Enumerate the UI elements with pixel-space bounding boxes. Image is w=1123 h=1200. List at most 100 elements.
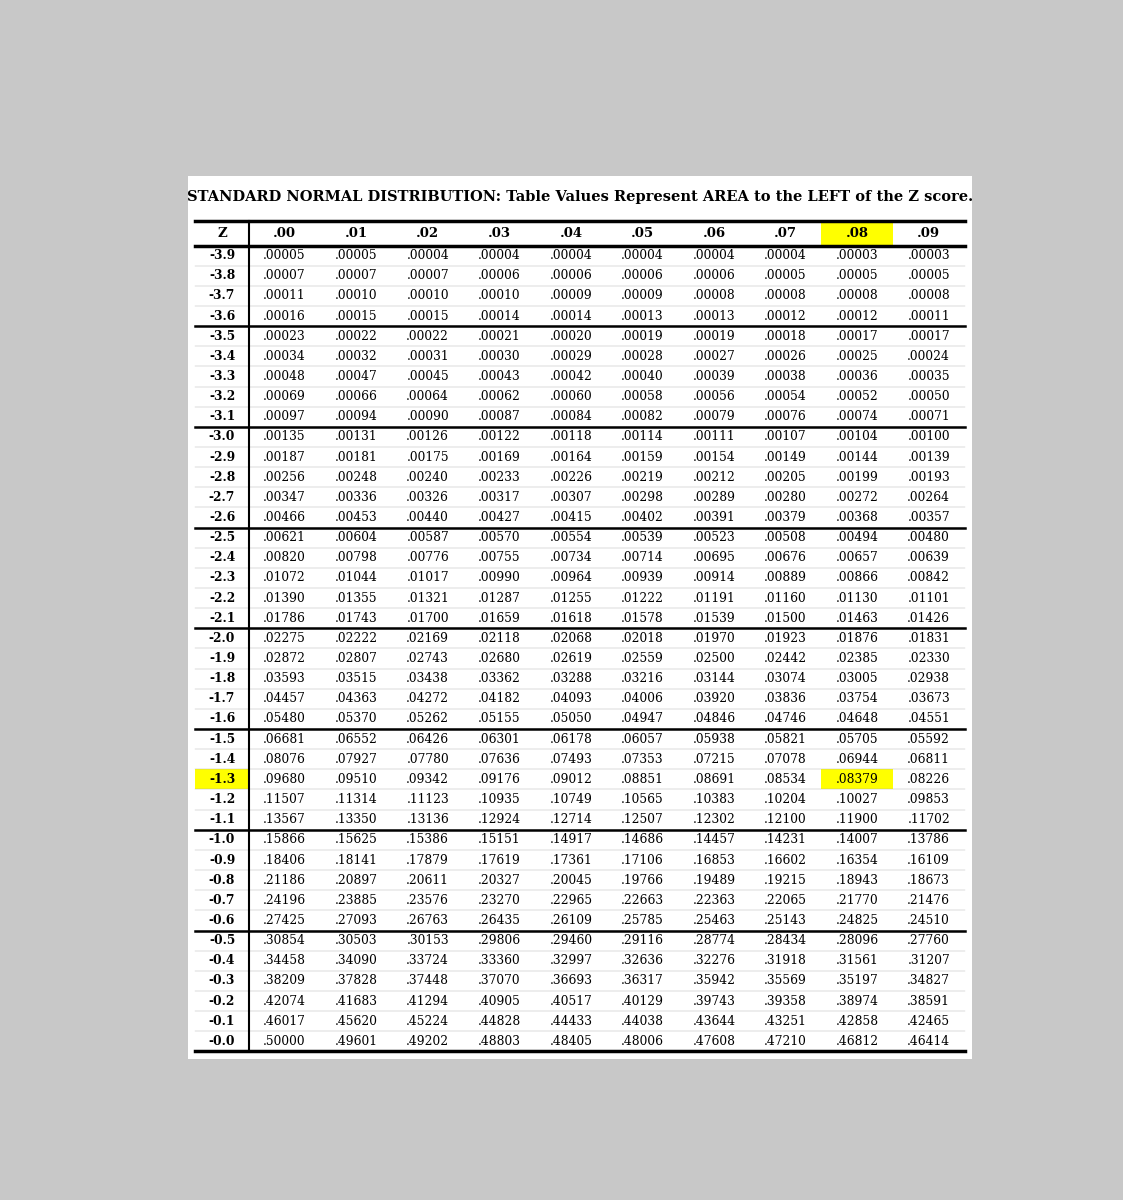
Text: .02222: .02222 bbox=[335, 632, 377, 644]
Text: -3.8: -3.8 bbox=[209, 269, 235, 282]
Text: .01426: .01426 bbox=[907, 612, 950, 625]
Text: .08851: .08851 bbox=[621, 773, 664, 786]
Text: .00657: .00657 bbox=[836, 551, 878, 564]
Text: .00714: .00714 bbox=[621, 551, 664, 564]
Text: -2.0: -2.0 bbox=[209, 632, 235, 644]
Text: .00181: .00181 bbox=[335, 451, 377, 463]
Text: .05938: .05938 bbox=[693, 733, 736, 745]
Text: .35569: .35569 bbox=[765, 974, 807, 988]
Text: -0.1: -0.1 bbox=[209, 1015, 235, 1027]
Text: .49202: .49202 bbox=[407, 1034, 449, 1048]
Text: .04947: .04947 bbox=[621, 713, 664, 726]
Text: .00264: .00264 bbox=[907, 491, 950, 504]
Text: .27425: .27425 bbox=[263, 914, 307, 926]
Text: .00695: .00695 bbox=[693, 551, 736, 564]
Text: .00074: .00074 bbox=[836, 410, 878, 424]
Text: -0.8: -0.8 bbox=[209, 874, 235, 887]
Text: .00005: .00005 bbox=[836, 269, 878, 282]
Text: .00030: .00030 bbox=[478, 350, 521, 362]
Text: .02169: .02169 bbox=[407, 632, 449, 644]
Text: .03074: .03074 bbox=[765, 672, 807, 685]
Text: .34090: .34090 bbox=[335, 954, 377, 967]
Text: .00914: .00914 bbox=[693, 571, 736, 584]
Text: .07780: .07780 bbox=[407, 752, 449, 766]
Text: .18141: .18141 bbox=[335, 853, 377, 866]
Text: .13136: .13136 bbox=[407, 814, 449, 827]
Text: -1.4: -1.4 bbox=[209, 752, 235, 766]
Text: .07636: .07636 bbox=[478, 752, 521, 766]
Text: .00048: .00048 bbox=[263, 370, 307, 383]
Text: -3.0: -3.0 bbox=[209, 431, 235, 444]
Text: .00097: .00097 bbox=[263, 410, 307, 424]
Text: .00056: .00056 bbox=[693, 390, 736, 403]
Text: .00131: .00131 bbox=[335, 431, 377, 444]
Text: -1.6: -1.6 bbox=[209, 713, 235, 726]
Text: .31918: .31918 bbox=[765, 954, 807, 967]
Text: .36317: .36317 bbox=[621, 974, 664, 988]
Text: -0.6: -0.6 bbox=[209, 914, 235, 926]
Text: .02275: .02275 bbox=[263, 632, 307, 644]
Text: .18406: .18406 bbox=[263, 853, 307, 866]
Text: .42858: .42858 bbox=[836, 1015, 879, 1027]
Text: .01: .01 bbox=[345, 227, 368, 240]
Text: .32276: .32276 bbox=[693, 954, 736, 967]
Text: .14686: .14686 bbox=[621, 833, 664, 846]
Text: .02807: .02807 bbox=[335, 652, 377, 665]
Text: .00003: .00003 bbox=[836, 250, 878, 262]
Text: -2.6: -2.6 bbox=[209, 511, 235, 524]
Text: .38591: .38591 bbox=[907, 995, 950, 1008]
Text: .04746: .04746 bbox=[764, 713, 807, 726]
Text: .00107: .00107 bbox=[765, 431, 807, 444]
Text: .00523: .00523 bbox=[693, 532, 736, 544]
Text: .01160: .01160 bbox=[765, 592, 807, 605]
Text: .00006: .00006 bbox=[549, 269, 592, 282]
Text: -2.8: -2.8 bbox=[209, 470, 235, 484]
Text: .02330: .02330 bbox=[907, 652, 950, 665]
Text: .34827: .34827 bbox=[907, 974, 950, 988]
Text: .01539: .01539 bbox=[693, 612, 736, 625]
Text: -3.4: -3.4 bbox=[209, 350, 235, 362]
Text: .09012: .09012 bbox=[549, 773, 592, 786]
Text: .25143: .25143 bbox=[765, 914, 807, 926]
Text: -3.3: -3.3 bbox=[209, 370, 235, 383]
Text: .05705: .05705 bbox=[836, 733, 878, 745]
Text: .05370: .05370 bbox=[335, 713, 377, 726]
Text: .00012: .00012 bbox=[836, 310, 878, 323]
Text: .00022: .00022 bbox=[407, 330, 449, 343]
Text: .00064: .00064 bbox=[407, 390, 449, 403]
Text: -2.5: -2.5 bbox=[209, 532, 235, 544]
Text: .17619: .17619 bbox=[478, 853, 521, 866]
Text: .00007: .00007 bbox=[335, 269, 377, 282]
Text: .40905: .40905 bbox=[478, 995, 521, 1008]
Text: .10935: .10935 bbox=[478, 793, 521, 806]
Text: .06178: .06178 bbox=[549, 733, 592, 745]
Text: .00676: .00676 bbox=[765, 551, 807, 564]
Text: .00016: .00016 bbox=[263, 310, 307, 323]
Text: .00008: .00008 bbox=[907, 289, 950, 302]
Text: -0.0: -0.0 bbox=[209, 1034, 236, 1048]
Text: .09853: .09853 bbox=[907, 793, 950, 806]
Text: .00357: .00357 bbox=[907, 511, 950, 524]
Text: .03362: .03362 bbox=[478, 672, 521, 685]
Text: .00014: .00014 bbox=[478, 310, 521, 323]
Text: .00440: .00440 bbox=[407, 511, 449, 524]
Text: .00939: .00939 bbox=[621, 571, 664, 584]
Text: .01101: .01101 bbox=[907, 592, 950, 605]
Text: .10383: .10383 bbox=[693, 793, 736, 806]
Text: .01222: .01222 bbox=[621, 592, 664, 605]
Text: .29460: .29460 bbox=[549, 934, 593, 947]
Text: .00164: .00164 bbox=[549, 451, 592, 463]
Text: -1.1: -1.1 bbox=[209, 814, 235, 827]
Text: .11314: .11314 bbox=[335, 793, 377, 806]
Text: .00798: .00798 bbox=[335, 551, 377, 564]
Text: .00012: .00012 bbox=[765, 310, 807, 323]
Text: .21770: .21770 bbox=[836, 894, 878, 907]
Text: .22663: .22663 bbox=[621, 894, 664, 907]
Text: .12302: .12302 bbox=[693, 814, 736, 827]
Text: .08226: .08226 bbox=[907, 773, 950, 786]
Text: .13567: .13567 bbox=[263, 814, 307, 827]
Text: .32636: .32636 bbox=[621, 954, 664, 967]
Text: .00013: .00013 bbox=[693, 310, 736, 323]
Text: .27760: .27760 bbox=[907, 934, 950, 947]
Text: .00144: .00144 bbox=[836, 451, 878, 463]
